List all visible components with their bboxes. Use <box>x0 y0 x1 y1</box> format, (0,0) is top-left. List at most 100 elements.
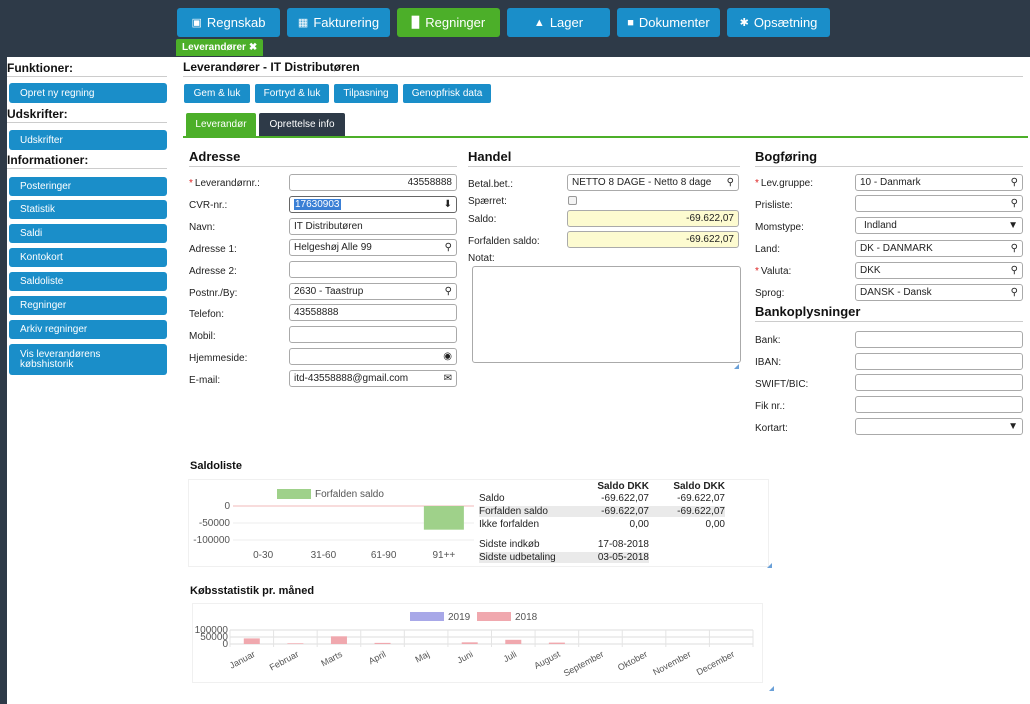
due-balance-input: -69.622,07 <box>567 231 739 248</box>
caret-down-icon: ▼ <box>1008 421 1018 432</box>
prints-button[interactable]: Udskrifter <box>9 130 167 150</box>
sidebar-item-saldi[interactable]: Saldi <box>9 224 167 243</box>
label-bank: Bank: <box>755 335 781 346</box>
mobile-input[interactable] <box>289 326 457 343</box>
nav-regninger[interactable]: ▉ Regninger <box>397 8 500 37</box>
payment-terms-input[interactable]: NETTO 8 DAGE - Netto 8 dage ⚲ <box>567 174 739 191</box>
supplier-group-input[interactable]: 10 - Danmark ⚲ <box>855 174 1023 191</box>
bar-2018 <box>287 643 304 644</box>
label-website: Hjemmeside: <box>189 353 248 364</box>
y-tick-label: 0 <box>224 501 230 512</box>
trade-heading: Handel <box>468 149 740 167</box>
purchases-resize-handle[interactable] <box>769 686 774 691</box>
label-mobile: Mobil: <box>189 331 216 342</box>
address2-input[interactable] <box>289 261 457 278</box>
phone-input[interactable]: 43558888 <box>289 304 457 321</box>
nav-dokumenter[interactable]: ■ Dokumenter <box>617 8 720 37</box>
page-title: Leverandører - IT Distributøren <box>183 60 1023 77</box>
sidebar-item-statistik[interactable]: Statistik <box>9 200 167 219</box>
saldo-bar <box>423 506 464 530</box>
pricelist-input[interactable]: ⚲ <box>855 195 1023 212</box>
sidebar-item-kontokort[interactable]: Kontokort <box>9 248 167 267</box>
month-label: Februar <box>268 649 301 673</box>
language-input[interactable]: DANSK - Dansk ⚲ <box>855 284 1023 301</box>
supplier-no-input[interactable]: 43558888 <box>289 174 457 191</box>
x-tick-label: 61-90 <box>371 550 397 561</box>
tab-oprettelse-info[interactable]: Oprettelse info <box>259 113 345 136</box>
label-name: Navn: <box>189 222 216 233</box>
card-type-select[interactable]: ▼ <box>855 418 1023 435</box>
search-icon[interactable]: ⚲ <box>444 286 452 297</box>
postal-input[interactable]: 2630 - Taastrup ⚲ <box>289 283 457 300</box>
nav-regnskab[interactable]: ▣ Regnskab <box>177 8 280 37</box>
globe-icon[interactable]: ◉ <box>443 351 452 362</box>
sidebar-item-saldoliste[interactable]: Saldoliste <box>9 272 167 291</box>
legend-2018-label: 2018 <box>515 612 538 623</box>
search-icon[interactable]: ⚲ <box>1010 287 1018 298</box>
vat-type-select[interactable]: Indland ▼ <box>855 217 1023 234</box>
saldo-resize-handle[interactable] <box>767 563 772 568</box>
note-textarea[interactable] <box>472 266 741 363</box>
search-icon[interactable]: ⚲ <box>1010 177 1018 188</box>
month-label: Maj <box>414 649 432 665</box>
label-vat-type: Momstype: <box>755 222 804 233</box>
nav-opsaetning[interactable]: ✱ Opsætning <box>727 8 830 37</box>
resize-handle[interactable] <box>734 364 739 369</box>
search-icon[interactable]: ⚲ <box>726 177 734 188</box>
email-input[interactable]: itd-43558888@gmail.com ✉ <box>289 370 457 387</box>
undo-close-button[interactable]: Fortryd & luk <box>255 84 329 103</box>
country-input[interactable]: DK - DANMARK ⚲ <box>855 240 1023 257</box>
nav-fakturering[interactable]: ▦ Fakturering <box>287 8 390 37</box>
fik-input[interactable] <box>855 396 1023 413</box>
refresh-data-button[interactable]: Genopfrisk data <box>403 84 491 103</box>
sidebar-item-posteringer[interactable]: Posteringer <box>9 177 167 196</box>
x-tick-label: 0-30 <box>253 550 273 561</box>
month-label: Januar <box>228 649 257 671</box>
y-tick-label: -50000 <box>199 518 231 529</box>
cvr-input[interactable]: 17630903 ⬇ <box>289 196 457 213</box>
saldoliste-title: Saldoliste <box>190 460 242 472</box>
sidebar-item-purchase-history[interactable]: Vis leverandørens købshistorik <box>9 344 167 375</box>
legend-label: Forfalden saldo <box>315 489 384 500</box>
customize-button[interactable]: Tilpasning <box>334 84 398 103</box>
month-label: Marts <box>319 649 344 669</box>
label-balance: Saldo: <box>468 214 497 225</box>
iban-input[interactable] <box>855 353 1023 370</box>
bank-input[interactable] <box>855 331 1023 348</box>
gear-icon: ✱ <box>739 17 749 29</box>
label-supplier-no: * Leverandørnr.: <box>189 178 260 189</box>
label-email: E-mail: <box>189 375 221 386</box>
y-tick-label: 50000 <box>200 632 228 643</box>
address1-input[interactable]: Helgeshøj Alle 99 ⚲ <box>289 239 457 256</box>
create-invoice-button[interactable]: Opret ny regning <box>9 83 167 103</box>
due-balance-row: Forfalden saldo -69.622,07 -69.622,07 <box>479 506 725 517</box>
search-icon[interactable]: ⚲ <box>1010 265 1018 276</box>
sidebar-item-arkiv-regninger[interactable]: Arkiv regninger <box>9 320 167 339</box>
envelope-icon[interactable]: ✉ <box>443 373 452 384</box>
swift-input[interactable] <box>855 374 1023 391</box>
save-close-button[interactable]: Gem & luk <box>184 84 250 103</box>
purchases-title: Købsstatistik pr. måned <box>190 585 315 597</box>
currency-input[interactable]: DKK ⚲ <box>855 262 1023 279</box>
tab-leverandor[interactable]: Leverandør <box>186 113 256 136</box>
not-due-row: Ikke forfalden 0,00 0,00 <box>479 519 725 530</box>
tab-leverandorer[interactable]: Leverandører ✖ <box>176 39 264 56</box>
blocked-checkbox[interactable] <box>568 196 577 205</box>
map-marker-icon[interactable]: ⚲ <box>444 242 452 253</box>
legend-2018-swatch <box>477 612 511 621</box>
legend-2019-swatch <box>410 612 444 621</box>
bar-2018 <box>330 636 347 644</box>
website-input[interactable]: ◉ <box>289 348 457 365</box>
left-strip <box>0 57 7 704</box>
bar-2018 <box>548 642 565 644</box>
y-tick-label: -100000 <box>193 535 230 546</box>
search-icon[interactable]: ⚲ <box>1010 243 1018 254</box>
nav-lager[interactable]: ▲ Lager <box>507 8 610 37</box>
close-icon[interactable]: ✖ <box>248 42 258 53</box>
search-icon[interactable]: ⚲ <box>1010 198 1018 209</box>
download-icon[interactable]: ⬇ <box>443 199 452 210</box>
label-blocked: Spærret: <box>468 196 507 207</box>
month-label: Juni <box>455 649 474 666</box>
name-input[interactable]: IT Distributøren <box>289 218 457 235</box>
sidebar-item-regninger[interactable]: Regninger <box>9 296 167 315</box>
